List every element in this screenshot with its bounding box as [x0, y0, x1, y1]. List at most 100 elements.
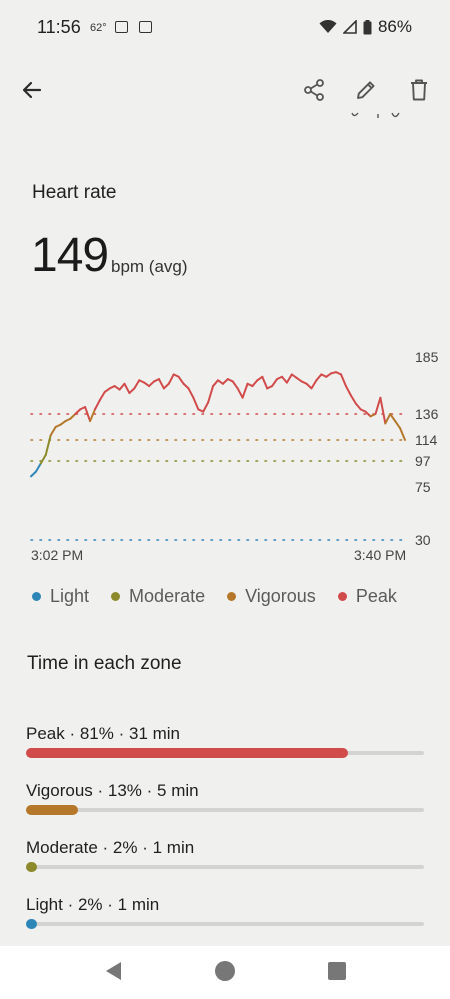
share-icon [304, 79, 324, 101]
back-button[interactable] [12, 70, 52, 110]
battery-percent: 86% [377, 17, 412, 36]
trash-icon [411, 79, 427, 101]
zone-label-vigorous: Vigorous · 13% · 5 min [26, 781, 199, 800]
heart-rate-line-segment [310, 379, 318, 390]
legend-label-light: Light [50, 586, 90, 606]
legend-item-peak: Peak [337, 586, 397, 607]
heart-rate-line-segment [192, 396, 200, 411]
zone-label-light: Light · 2% · 1 min [26, 895, 160, 914]
heart-rate-line-segment [157, 378, 165, 390]
y-tick-label: 114 [415, 432, 438, 448]
heart-rate-line-segment [44, 434, 52, 456]
heart-rate-line-segment [251, 379, 259, 388]
x-tick-label-start: 3:02 PM [31, 547, 83, 563]
y-tick-label: 136 [415, 406, 439, 422]
heart-rate-line-segment [271, 378, 279, 388]
heart-rate-line-segment [399, 427, 406, 441]
heart-rate-line-segment [384, 413, 392, 425]
heart-rate-line-segment [69, 413, 77, 420]
heart-rate-line-segment [207, 385, 215, 404]
edit-button[interactable] [346, 70, 386, 110]
nav-recents-icon[interactable] [328, 962, 346, 980]
heart-rate-line-segment [241, 382, 249, 399]
wifi-icon [319, 20, 337, 33]
zone-label-peak: Peak · 81% · 31 min [26, 724, 181, 743]
heart-rate-line-segment [394, 420, 402, 430]
zone-bar-light [26, 919, 37, 929]
heart-rate-line-segment [236, 387, 244, 399]
heart-rate-line-segment [118, 382, 126, 391]
heart-rate-line-segment [177, 375, 185, 385]
heart-rate-line-segment [113, 385, 121, 391]
heart-rate-line-segment [212, 379, 219, 388]
heart-rate-line-segment [217, 379, 224, 385]
legend-item-moderate: Moderate [111, 586, 205, 607]
heart-rate-average-value: 149 [31, 229, 109, 282]
zone-bar-moderate [26, 862, 37, 872]
heart-rate-title: Heart rate [32, 182, 117, 203]
heart-rate-line-segment [290, 373, 298, 379]
zone-row-peak: Peak · 81% · 31 min [26, 724, 424, 758]
heart-rate-line-segment [39, 453, 47, 465]
heart-rate-line-segment [374, 396, 382, 415]
heart-rate-line-segment [84, 406, 92, 423]
share-button[interactable] [294, 70, 334, 110]
battery-icon [363, 19, 372, 34]
zone-bar-peak [26, 748, 349, 758]
zone-bar-vigorous [26, 805, 78, 815]
heart-rate-line-segment [231, 380, 239, 390]
status-time: 11:56 [37, 17, 81, 37]
nav-back-icon[interactable] [103, 960, 123, 982]
zone-track-peak [26, 748, 424, 758]
time-in-zone-title: Time in each zone [27, 653, 182, 674]
y-tick-label: 185 [415, 349, 439, 365]
heart-rate-line-segment [49, 426, 57, 437]
heart-rate-line-segment [202, 401, 210, 413]
heart-rate-line-segment [221, 378, 229, 385]
heart-rate-line-segment [123, 382, 131, 395]
legend-label-moderate: Moderate [129, 586, 206, 606]
zone-row-vigorous: Vigorous · 13% · 5 min [26, 781, 424, 815]
zone-track-light [26, 919, 424, 929]
heart-rate-line-segment [148, 380, 156, 388]
heart-rate-line-segment [379, 396, 387, 425]
zone-track-moderate [26, 862, 424, 872]
heart-rate-line-segment [30, 470, 37, 478]
arrow-back-icon [22, 81, 42, 99]
heart-rate-line-segment [162, 382, 170, 390]
legend-dot-light [32, 592, 41, 601]
legend-item-light: Light [32, 586, 89, 607]
heart-rate-line-segment [143, 381, 151, 388]
heart-rate-line-segment [59, 420, 67, 426]
calendar-notification-icon [139, 21, 152, 33]
pencil-icon [357, 81, 375, 99]
zone-row-moderate: Moderate · 2% · 1 min [26, 838, 424, 872]
legend-label-peak: Peak [355, 586, 397, 606]
legend-item-vigorous: Vigorous [227, 586, 316, 607]
x-tick-label-end: 3:40 PM [354, 547, 406, 563]
y-tick-label: 97 [415, 453, 431, 469]
heart-rate-line-segment [315, 373, 323, 382]
heart-rate-line-segment [89, 408, 96, 423]
status-temperature: 62° [90, 22, 107, 34]
status-bar: 11:56 62° 86% [0, 0, 450, 56]
zone-row-light: Light · 2% · 1 min [26, 895, 424, 929]
heart-rate-line-segment [167, 373, 175, 385]
zone-label-moderate: Moderate · 2% · 1 min [26, 838, 195, 857]
delete-button[interactable] [399, 70, 439, 110]
heart-rate-line-segment [354, 402, 362, 411]
app-bar [0, 56, 450, 126]
nav-home-icon[interactable] [214, 960, 236, 982]
heart-rate-line-segment [344, 385, 352, 397]
scrolled-text-fragment [351, 112, 400, 118]
heart-rate-line-segment [103, 387, 111, 393]
status-right: 86% [319, 17, 412, 37]
heart-rate-line-segment [128, 387, 136, 395]
heart-rate-line-segment [182, 382, 190, 390]
heart-rate-line-segment [349, 394, 357, 405]
y-tick-label: 75 [415, 479, 431, 495]
heart-rate-line-segment [187, 387, 195, 399]
news-notification-icon [115, 21, 128, 33]
zone-track-vigorous [26, 805, 424, 815]
heart-rate-average-unit: bpm (avg) [111, 257, 188, 276]
